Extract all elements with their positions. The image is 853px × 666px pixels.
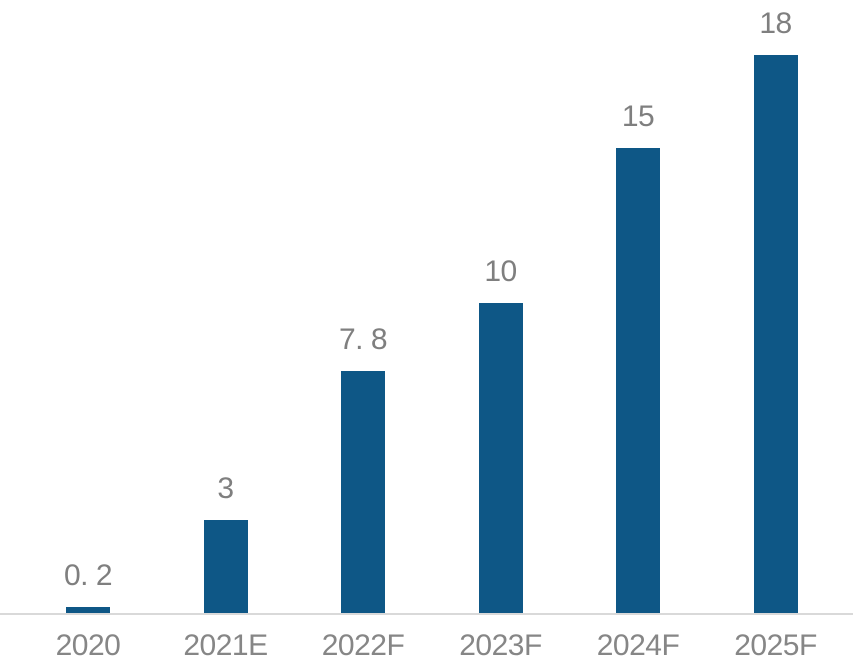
value-label-2024f: 15 [621, 100, 655, 133]
bar-2023f [478, 303, 523, 613]
value-label-2022f: 7. 8 [338, 323, 388, 356]
bar-2025f [753, 55, 798, 613]
bar-2021e [203, 520, 248, 613]
x-axis-line [0, 613, 853, 615]
bar-2024f [616, 148, 660, 613]
bar-2020 [66, 607, 110, 613]
value-label-2025f: 18 [759, 7, 792, 40]
bar-2022f [341, 371, 385, 613]
x-tick-label-2023f: 2023F [459, 629, 542, 662]
x-tick-label-2021e: 2021E [183, 629, 268, 662]
value-label-2021e: 3 [217, 472, 234, 505]
x-tick-label-2024f: 2024F [596, 629, 680, 662]
x-tick-label-2025f: 2025F [734, 629, 817, 662]
value-label-2020: 0. 2 [63, 559, 113, 592]
value-label-2023f: 10 [484, 255, 517, 288]
x-tick-label-2020: 2020 [55, 629, 121, 662]
x-tick-label-2022f: 2022F [321, 629, 405, 662]
